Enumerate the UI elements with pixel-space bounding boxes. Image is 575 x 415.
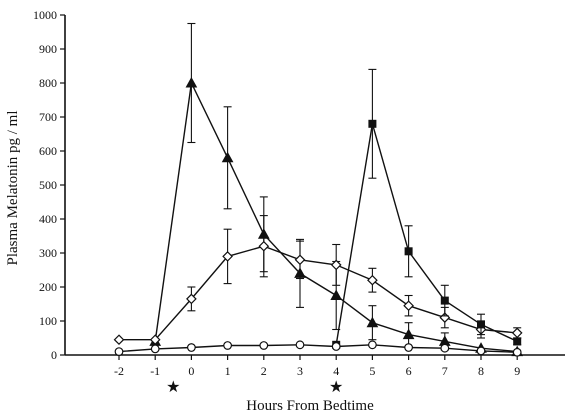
annotation-layer: ★ ★ — [166, 379, 343, 396]
data-point-diamond — [113, 334, 125, 346]
data-point-circle — [404, 343, 414, 352]
data-point-diamond — [149, 334, 161, 346]
data-point-diamond — [367, 274, 378, 286]
series-line — [119, 245, 518, 341]
x-tick-label: -1 — [150, 364, 160, 378]
y-tick-label: 700 — [39, 110, 57, 124]
x-tick-label: 9 — [514, 364, 520, 378]
x-tick-label: -2 — [114, 364, 124, 378]
y-tick-label: 400 — [39, 212, 57, 226]
y-tick-label: 300 — [39, 246, 57, 260]
axes-layer: 0 100 200 300 400 500 600 700 800 900 1000 -2 -1 0 1 2 3… — [33, 8, 565, 378]
data-point-square — [404, 247, 413, 256]
data-point-circle — [512, 347, 522, 357]
series-layer — [113, 22, 524, 357]
data-point-circle — [259, 341, 269, 350]
data-point-triangle — [366, 316, 379, 328]
data-point-diamond — [511, 327, 523, 339]
y-axis-title: Plasma Melatonin pg / ml — [5, 111, 21, 266]
x-tick-label: 8 — [478, 364, 484, 378]
data-point-triangle — [330, 289, 343, 300]
y-tick-label: 0 — [51, 348, 57, 362]
data-point-circle — [440, 343, 450, 353]
star-marker: ★ — [329, 379, 343, 396]
data-point-circle — [114, 347, 124, 357]
data-point-circle — [368, 340, 377, 350]
y-tick-label: 800 — [39, 76, 57, 90]
y-tick-label: 900 — [39, 42, 57, 56]
y-tick-label: 600 — [39, 144, 57, 158]
data-point-square — [477, 320, 485, 329]
x-tick-label: 5 — [369, 364, 375, 378]
data-point-diamond — [258, 240, 270, 252]
x-tick-label: 6 — [406, 364, 412, 378]
x-axis-title: Hours From Bedtime — [246, 398, 374, 414]
data-point-diamond — [330, 259, 342, 271]
data-point-triangle — [402, 328, 415, 340]
series-1 — [149, 22, 524, 357]
y-tick-label: 500 — [39, 178, 57, 192]
data-point-circle — [150, 344, 160, 354]
series-2 — [113, 215, 523, 346]
data-point-square — [513, 337, 522, 346]
data-point-circle — [223, 341, 233, 350]
x-tick-label: 0 — [188, 364, 194, 378]
y-tick-label: 1000 — [33, 8, 57, 22]
x-tick-label: 2 — [261, 364, 267, 378]
data-point-diamond — [186, 293, 197, 305]
data-point-diamond — [294, 254, 306, 266]
data-point-circle — [331, 342, 341, 351]
y-tick-label: 200 — [39, 280, 57, 294]
data-point-circle — [295, 340, 305, 350]
x-tick-label: 7 — [442, 364, 448, 378]
x-tick-label: 1 — [225, 364, 231, 378]
y-tick-label: 100 — [39, 314, 57, 328]
x-tick-label: 3 — [297, 364, 303, 378]
x-tick-label: 4 — [333, 364, 339, 378]
series-3 — [332, 68, 522, 349]
series-line — [335, 123, 518, 345]
series-line — [118, 344, 518, 353]
data-point-square — [368, 119, 377, 128]
data-point-triangle — [185, 76, 198, 88]
data-point-circle — [186, 343, 196, 352]
data-point-diamond — [222, 251, 233, 262]
data-point-square — [440, 296, 449, 305]
data-point-triangle — [221, 151, 234, 163]
data-point-diamond — [403, 300, 414, 312]
series-4 — [114, 340, 522, 357]
data-point-circle — [476, 346, 486, 356]
star-marker: ★ — [166, 379, 180, 396]
